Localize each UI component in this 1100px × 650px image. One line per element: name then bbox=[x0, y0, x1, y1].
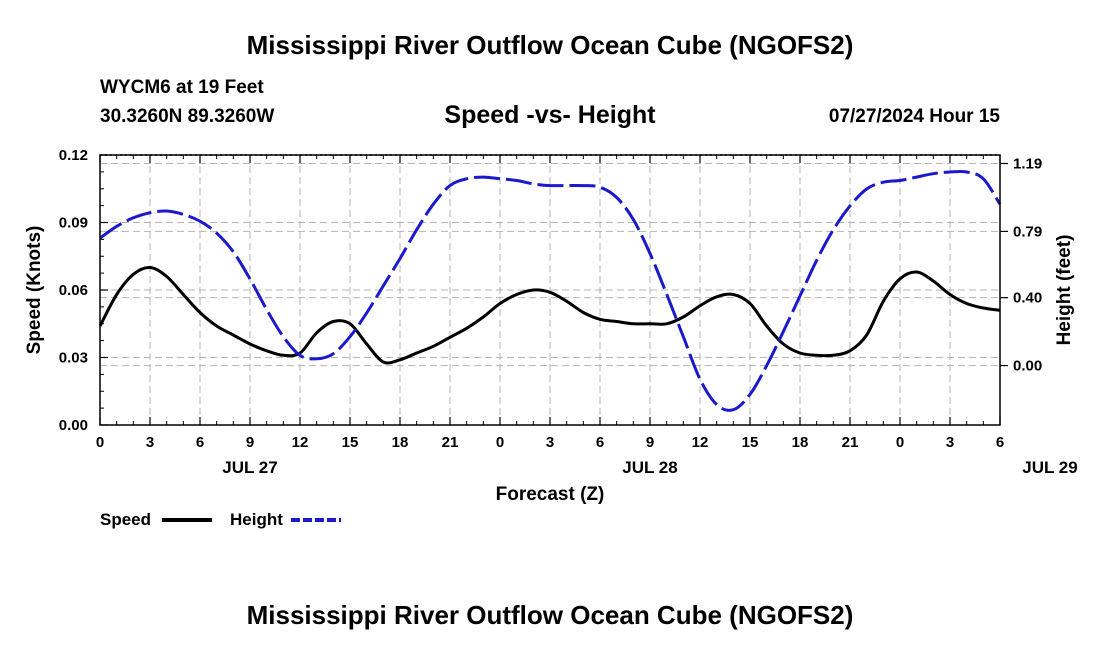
legend: Speed Height bbox=[100, 510, 341, 529]
height-series-line bbox=[99, 169, 1002, 412]
series-layer bbox=[98, 169, 1002, 412]
y-tick-label: 0.06 bbox=[59, 282, 88, 299]
x-tick-label: 6 bbox=[996, 434, 1004, 451]
x-axis-label: Forecast (Z) bbox=[496, 484, 605, 505]
grid bbox=[100, 155, 1000, 425]
station-label: WYCM6 at 19 Feet bbox=[100, 77, 264, 98]
y2-tick-label: 0.79 bbox=[1013, 223, 1042, 240]
main-title: Mississippi River Outflow Ocean Cube (NG… bbox=[246, 30, 854, 60]
y2-tick-label: 0.00 bbox=[1013, 358, 1042, 375]
y-tick-label: 0.09 bbox=[59, 215, 88, 232]
forecast-datetime: 07/27/2024 Hour 15 bbox=[828, 106, 1000, 127]
legend-height-label: Height bbox=[230, 510, 283, 529]
x-tick-label: 0 bbox=[96, 434, 104, 451]
y-tick-label: 0.03 bbox=[59, 350, 88, 367]
chart-title: Speed -vs- Height bbox=[444, 101, 656, 129]
y2-axis-label: Height (feet) bbox=[1054, 235, 1075, 346]
x-tick-label: 9 bbox=[246, 434, 254, 451]
legend-speed-label: Speed bbox=[100, 510, 151, 529]
x-tick-label: 18 bbox=[792, 434, 809, 451]
x-tick-label: 21 bbox=[442, 434, 459, 451]
speed-series-line bbox=[98, 265, 1001, 365]
y-axis-label: Speed (Knots) bbox=[24, 226, 45, 355]
x-tick-label: 12 bbox=[692, 434, 709, 451]
x-tick-label: 3 bbox=[946, 434, 954, 451]
x-tick-label: 15 bbox=[742, 434, 759, 451]
y2-tick-label: 1.19 bbox=[1013, 155, 1042, 172]
x-tick-label: 9 bbox=[646, 434, 654, 451]
x-tick-label: 3 bbox=[146, 434, 154, 451]
x-tick-label: 12 bbox=[292, 434, 309, 451]
x-tick-label: 15 bbox=[342, 434, 359, 451]
x-tick-label: 0 bbox=[496, 434, 504, 451]
date-label: JUL 27 bbox=[222, 458, 277, 477]
y-tick-label: 0.12 bbox=[59, 147, 88, 164]
date-label: JUL 29 bbox=[1022, 458, 1077, 477]
axes: 0 3 6 9 12 15 18 21 0 3 6 9 12 15 18 21 0 3 6 JUL 27 JUL 28 J… bbox=[59, 147, 1078, 477]
date-label: JUL 28 bbox=[622, 458, 677, 477]
x-tick-label: 21 bbox=[842, 434, 859, 451]
x-tick-label: 18 bbox=[392, 434, 409, 451]
y-tick-label: 0.00 bbox=[59, 417, 88, 434]
x-tick-label: 6 bbox=[596, 434, 604, 451]
x-tick-label: 3 bbox=[546, 434, 554, 451]
footer-title: Mississippi River Outflow Ocean Cube (NG… bbox=[246, 600, 854, 630]
y2-tick-label: 0.40 bbox=[1013, 290, 1042, 307]
x-tick-label: 6 bbox=[196, 434, 204, 451]
x-tick-label: 0 bbox=[896, 434, 904, 451]
coordinates-label: 30.3260N 89.3260W bbox=[100, 106, 275, 127]
